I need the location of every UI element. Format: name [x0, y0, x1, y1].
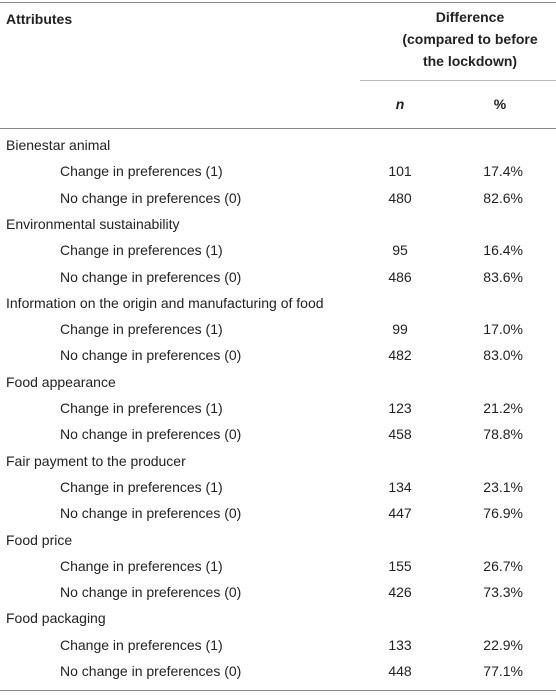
- row-label: No change in preferences (0): [60, 426, 242, 443]
- row-n: 133: [388, 636, 412, 653]
- row-percent: 17.4%: [483, 163, 523, 180]
- top-rule: [0, 2, 556, 3]
- group-name: Fair payment to the producer: [6, 452, 186, 469]
- header-difference-2: (compared to before: [402, 31, 538, 47]
- group-name: Bienestar animal: [6, 137, 111, 153]
- group-name: Food price: [6, 531, 73, 548]
- header-difference-1: Difference: [435, 9, 505, 25]
- row-percent: 21.2%: [483, 400, 523, 416]
- row-label: Change in preferences (1): [60, 400, 223, 416]
- row-label: Change in preferences (1): [60, 163, 223, 180]
- row-percent: 16.4%: [483, 242, 523, 259]
- row-n: 458: [388, 426, 412, 443]
- row-label: No change in preferences (0): [60, 663, 242, 679]
- row-n: 447: [388, 505, 412, 522]
- row-label: No change in preferences (0): [60, 584, 242, 601]
- row-label: Change in preferences (1): [60, 478, 223, 495]
- row-n: 155: [388, 557, 412, 574]
- group-name: Information on the origin and manufactur…: [6, 294, 324, 311]
- header-rule: [0, 128, 556, 129]
- header-n: n: [395, 96, 405, 112]
- row-n: 134: [388, 478, 412, 495]
- row-n: 480: [388, 189, 412, 206]
- row-percent: 23.1%: [483, 478, 523, 495]
- row-percent: 83.6%: [483, 268, 523, 285]
- bottom-rule: [0, 690, 556, 691]
- row-label: No change in preferences (0): [60, 189, 242, 206]
- row-label: No change in preferences (0): [60, 505, 242, 522]
- header-sub-rule: [360, 80, 556, 81]
- row-label: Change in preferences (1): [60, 636, 223, 653]
- row-percent: 82.6%: [483, 189, 523, 206]
- row-percent: 76.9%: [483, 505, 523, 522]
- row-label: Change in preferences (1): [60, 242, 223, 259]
- row-label: No change in preferences (0): [60, 268, 242, 285]
- group-name: Food appearance: [6, 373, 116, 390]
- row-percent: 22.9%: [483, 636, 523, 653]
- group-name: Food packaging: [6, 610, 106, 627]
- row-n: 101: [388, 163, 412, 180]
- row-n: 482: [388, 347, 412, 364]
- row-percent: 17.0%: [483, 321, 523, 338]
- row-percent: 77.1%: [483, 663, 523, 679]
- header-attributes: Attributes: [6, 11, 73, 27]
- row-percent: 83.0%: [483, 347, 523, 364]
- header-difference-3: the lockdown): [422, 53, 518, 69]
- row-percent: 26.7%: [483, 557, 523, 574]
- row-n: 123: [388, 400, 412, 416]
- row-label: Change in preferences (1): [60, 557, 223, 574]
- row-label: No change in preferences (0): [60, 347, 242, 364]
- row-n: 99: [392, 321, 408, 338]
- row-percent: 78.8%: [483, 426, 523, 443]
- row-label: Change in preferences (1): [60, 321, 223, 338]
- row-n: 426: [388, 584, 412, 601]
- row-n: 95: [392, 242, 408, 259]
- header-percent: %: [493, 96, 507, 112]
- row-n: 486: [388, 268, 412, 285]
- row-n: 448: [388, 663, 412, 679]
- row-percent: 73.3%: [483, 584, 523, 601]
- group-name: Environmental sustainability: [6, 215, 180, 232]
